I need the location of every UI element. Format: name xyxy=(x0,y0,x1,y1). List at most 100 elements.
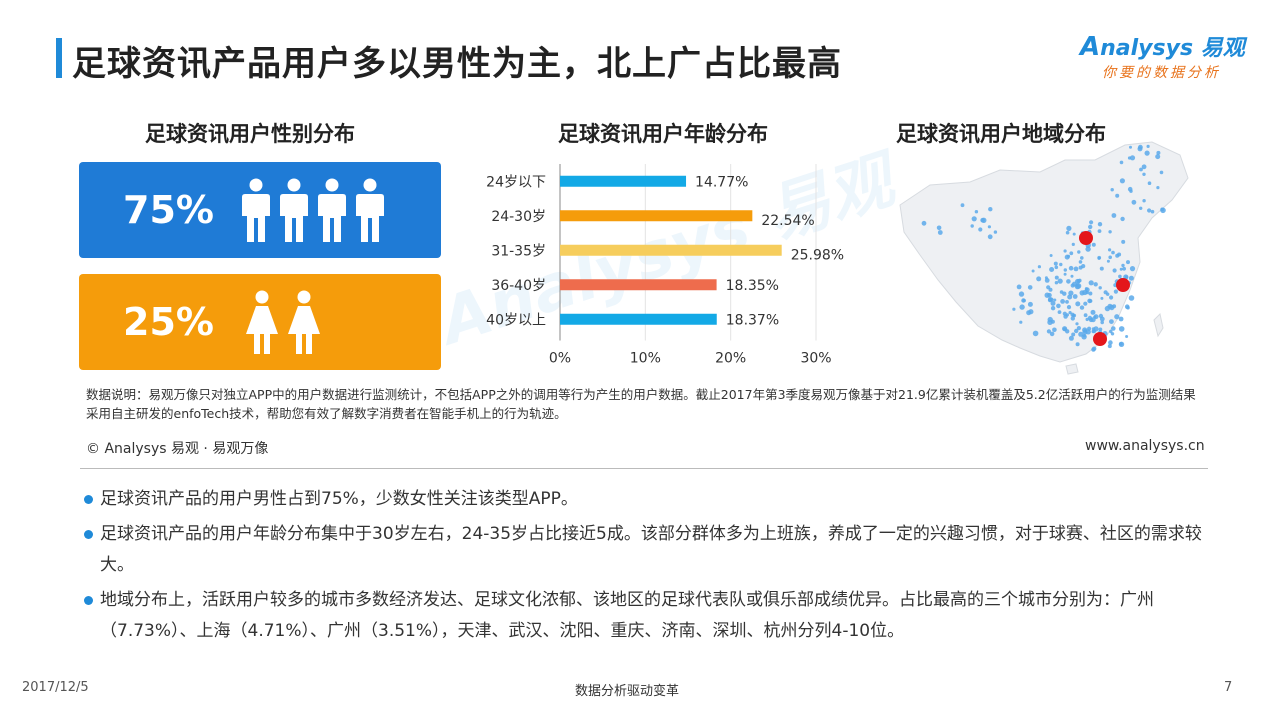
city-dot xyxy=(1111,250,1115,255)
city-dot xyxy=(1027,285,1033,290)
hainan-island xyxy=(1065,363,1079,375)
city-dot xyxy=(1110,332,1115,336)
city-dot xyxy=(1119,178,1125,184)
gender-section-title: 足球资讯用户性别分布 xyxy=(145,122,355,146)
city-dot xyxy=(1063,272,1067,276)
website-link[interactable]: www.analysys.cn xyxy=(1085,438,1205,454)
city-dot xyxy=(1121,239,1126,244)
city-dot xyxy=(1057,278,1063,284)
city-dot xyxy=(1085,246,1091,252)
city-dot xyxy=(1088,291,1093,296)
city-dot xyxy=(1109,295,1114,300)
city-dot xyxy=(1083,313,1088,318)
city-dot xyxy=(1077,250,1081,254)
city-dot xyxy=(921,220,927,226)
copyright: © Analysys 易观 · 易观万像 xyxy=(86,441,269,457)
city-dot xyxy=(1139,167,1143,172)
city-dot xyxy=(1078,260,1083,264)
male-percent: 75% xyxy=(123,188,214,232)
category-label: 24-30岁 xyxy=(491,209,546,225)
city-dot xyxy=(1111,213,1117,218)
x-tick-label: 0% xyxy=(549,351,571,367)
city-dot xyxy=(1072,314,1075,317)
city-dot xyxy=(1112,268,1117,273)
logo-tagline: 你要的数据分析 xyxy=(1102,65,1221,81)
city-dot xyxy=(1063,314,1068,319)
city-dot xyxy=(1097,229,1102,233)
taiwan-island xyxy=(1153,312,1164,338)
analysys-logo: Analysys 易观 你要的数据分析 xyxy=(1080,30,1245,81)
divider xyxy=(80,468,1208,469)
city-dot xyxy=(1121,263,1125,268)
city-dot xyxy=(1098,327,1103,332)
city-dot xyxy=(1075,301,1081,307)
city-dot xyxy=(1088,224,1093,230)
city-dot xyxy=(1070,316,1075,321)
summary-bullets: 足球资讯产品的用户男性占到75%，少数女性关注该类型APP。 足球资讯产品的用户… xyxy=(84,484,1224,651)
value-label: 25.98% xyxy=(791,247,844,263)
city-dot xyxy=(1062,291,1067,296)
city-dot xyxy=(1160,207,1166,214)
city-dot xyxy=(1126,305,1130,310)
city-dot xyxy=(1070,283,1075,288)
region-section-title: 足球资讯用户地域分布 xyxy=(896,122,1106,146)
city-dot xyxy=(1139,206,1143,210)
city-dot xyxy=(1047,319,1053,325)
city-dot xyxy=(1087,298,1092,304)
city-dot xyxy=(1108,248,1112,252)
city-dot xyxy=(1063,249,1067,253)
female-person-icon xyxy=(288,290,320,354)
city-dot xyxy=(1111,326,1116,331)
bullet-gender: 足球资讯产品的用户男性占到75%，少数女性关注该类型APP。 xyxy=(84,484,1224,515)
city-dot xyxy=(987,234,993,240)
title-accent-bar xyxy=(56,38,62,78)
male-person-icon xyxy=(280,178,308,242)
page-title: 足球资讯产品用户多以男性为主，北上广占比最高 xyxy=(72,44,842,84)
city-dot xyxy=(1016,284,1022,290)
category-label: 24岁以下 xyxy=(486,174,546,190)
city-dot xyxy=(1059,262,1063,267)
city-dot xyxy=(1031,269,1035,273)
city-dot xyxy=(1080,256,1084,260)
city-dot xyxy=(1119,267,1123,271)
city-dot xyxy=(1019,304,1025,310)
logo-letter: A xyxy=(1080,32,1101,62)
city-dot xyxy=(937,230,943,235)
city-dot xyxy=(1012,307,1016,311)
city-dot xyxy=(1084,287,1088,291)
city-dot xyxy=(1027,301,1033,307)
city-dot xyxy=(974,210,979,214)
city-dot xyxy=(1147,208,1152,213)
city-dot xyxy=(1053,298,1057,302)
bullet-region: 地域分布上，活跃用户较多的城市多数经济发达、足球文化浓郁、该地区的足球代表队或俱… xyxy=(84,585,1224,647)
age-bar-chart: 0% 10% 20% 30% 24岁以下 14.77% 24-30岁 22.54% 31-35岁… xyxy=(486,164,844,367)
city-dot xyxy=(1063,268,1067,272)
city-dot xyxy=(1066,254,1071,258)
city-dot xyxy=(1118,274,1122,279)
city-dot xyxy=(1049,331,1055,337)
city-dot xyxy=(1073,266,1079,272)
city-dot xyxy=(1062,327,1067,332)
city-dot xyxy=(1109,319,1114,324)
city-dot xyxy=(1065,230,1070,235)
city-dot xyxy=(1100,320,1104,325)
city-dot xyxy=(1057,310,1062,314)
city-dot xyxy=(1054,275,1059,280)
city-dot xyxy=(1092,346,1097,351)
city-dot xyxy=(1129,155,1136,161)
city-dot xyxy=(1114,314,1120,320)
city-dot xyxy=(1126,260,1130,265)
city-dot xyxy=(1129,266,1136,272)
city-dot xyxy=(1036,276,1042,282)
city-dot xyxy=(1097,255,1102,260)
city-dot xyxy=(1124,275,1129,279)
city-dot xyxy=(1131,199,1137,205)
city-dot xyxy=(960,203,965,208)
city-dot xyxy=(1099,316,1105,322)
city-dot xyxy=(1118,316,1124,322)
city-dot xyxy=(1129,189,1133,193)
bar xyxy=(560,244,782,256)
city-dots xyxy=(921,144,1166,352)
city-dot xyxy=(1120,216,1125,222)
city-dot xyxy=(1138,144,1143,150)
